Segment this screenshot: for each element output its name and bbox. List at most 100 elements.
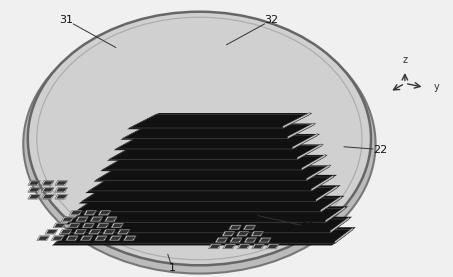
Polygon shape xyxy=(55,181,67,185)
Polygon shape xyxy=(78,197,322,204)
Polygon shape xyxy=(82,188,337,201)
Polygon shape xyxy=(93,175,315,182)
Polygon shape xyxy=(67,227,356,234)
Polygon shape xyxy=(260,238,271,242)
Polygon shape xyxy=(237,244,250,249)
Polygon shape xyxy=(112,224,123,227)
Polygon shape xyxy=(100,211,111,215)
Polygon shape xyxy=(41,181,54,185)
Polygon shape xyxy=(124,236,136,240)
Polygon shape xyxy=(130,129,307,135)
Polygon shape xyxy=(217,238,227,242)
Polygon shape xyxy=(123,139,311,145)
Polygon shape xyxy=(103,229,116,234)
Polygon shape xyxy=(127,123,293,129)
Polygon shape xyxy=(57,235,345,242)
Polygon shape xyxy=(95,236,107,240)
Ellipse shape xyxy=(28,12,371,265)
Polygon shape xyxy=(85,211,96,215)
Polygon shape xyxy=(68,209,345,222)
Polygon shape xyxy=(45,229,58,234)
Polygon shape xyxy=(111,223,124,228)
Polygon shape xyxy=(116,150,315,156)
Polygon shape xyxy=(67,236,78,240)
Polygon shape xyxy=(229,225,241,230)
Polygon shape xyxy=(74,229,87,234)
Polygon shape xyxy=(84,200,338,206)
Polygon shape xyxy=(297,144,322,160)
Polygon shape xyxy=(43,195,53,199)
Polygon shape xyxy=(37,236,49,240)
Polygon shape xyxy=(109,146,322,160)
Polygon shape xyxy=(90,217,103,221)
Polygon shape xyxy=(29,188,40,192)
Polygon shape xyxy=(69,211,82,215)
Polygon shape xyxy=(71,214,337,220)
Polygon shape xyxy=(236,231,249,236)
Polygon shape xyxy=(92,217,102,221)
Polygon shape xyxy=(325,207,345,222)
Polygon shape xyxy=(29,181,40,185)
Text: 1: 1 xyxy=(168,254,176,273)
Polygon shape xyxy=(246,238,256,242)
Polygon shape xyxy=(125,236,136,240)
Polygon shape xyxy=(92,183,324,189)
Polygon shape xyxy=(56,181,67,185)
Polygon shape xyxy=(71,211,82,215)
Polygon shape xyxy=(83,224,94,227)
Polygon shape xyxy=(231,238,242,242)
Text: 21: 21 xyxy=(258,216,315,232)
Text: 22: 22 xyxy=(344,145,387,155)
Polygon shape xyxy=(69,224,80,227)
Polygon shape xyxy=(76,217,88,221)
Polygon shape xyxy=(330,217,349,233)
Polygon shape xyxy=(54,224,65,227)
Polygon shape xyxy=(123,125,314,138)
Polygon shape xyxy=(251,231,264,236)
Polygon shape xyxy=(29,195,40,199)
Polygon shape xyxy=(67,223,80,228)
Text: 32: 32 xyxy=(226,15,279,45)
Polygon shape xyxy=(46,230,57,234)
Polygon shape xyxy=(82,223,95,228)
Polygon shape xyxy=(288,123,314,138)
Polygon shape xyxy=(259,238,271,242)
Polygon shape xyxy=(63,231,351,237)
Polygon shape xyxy=(53,236,63,240)
Polygon shape xyxy=(72,208,327,214)
Polygon shape xyxy=(91,189,335,196)
Polygon shape xyxy=(55,194,67,199)
Polygon shape xyxy=(96,223,109,228)
Polygon shape xyxy=(117,155,328,161)
Polygon shape xyxy=(238,232,249,235)
Polygon shape xyxy=(243,225,256,230)
Polygon shape xyxy=(104,230,115,234)
Polygon shape xyxy=(77,210,342,217)
Polygon shape xyxy=(239,245,250,248)
Polygon shape xyxy=(28,188,40,192)
Polygon shape xyxy=(64,225,341,231)
Polygon shape xyxy=(119,230,130,234)
Polygon shape xyxy=(105,217,117,221)
Polygon shape xyxy=(88,229,101,234)
Polygon shape xyxy=(268,245,279,248)
Polygon shape xyxy=(59,229,72,234)
Polygon shape xyxy=(38,236,49,240)
Polygon shape xyxy=(147,113,313,119)
Polygon shape xyxy=(98,224,109,227)
Polygon shape xyxy=(75,198,341,212)
Polygon shape xyxy=(102,156,326,170)
Polygon shape xyxy=(80,236,93,240)
Polygon shape xyxy=(41,188,54,192)
Polygon shape xyxy=(65,218,331,224)
Polygon shape xyxy=(97,185,341,192)
Polygon shape xyxy=(82,236,92,240)
Polygon shape xyxy=(215,238,228,242)
Polygon shape xyxy=(132,134,320,140)
Polygon shape xyxy=(311,175,333,191)
Polygon shape xyxy=(100,165,310,171)
Text: 31: 31 xyxy=(59,15,116,48)
Polygon shape xyxy=(230,238,242,242)
Polygon shape xyxy=(28,194,40,199)
Polygon shape xyxy=(70,221,347,227)
